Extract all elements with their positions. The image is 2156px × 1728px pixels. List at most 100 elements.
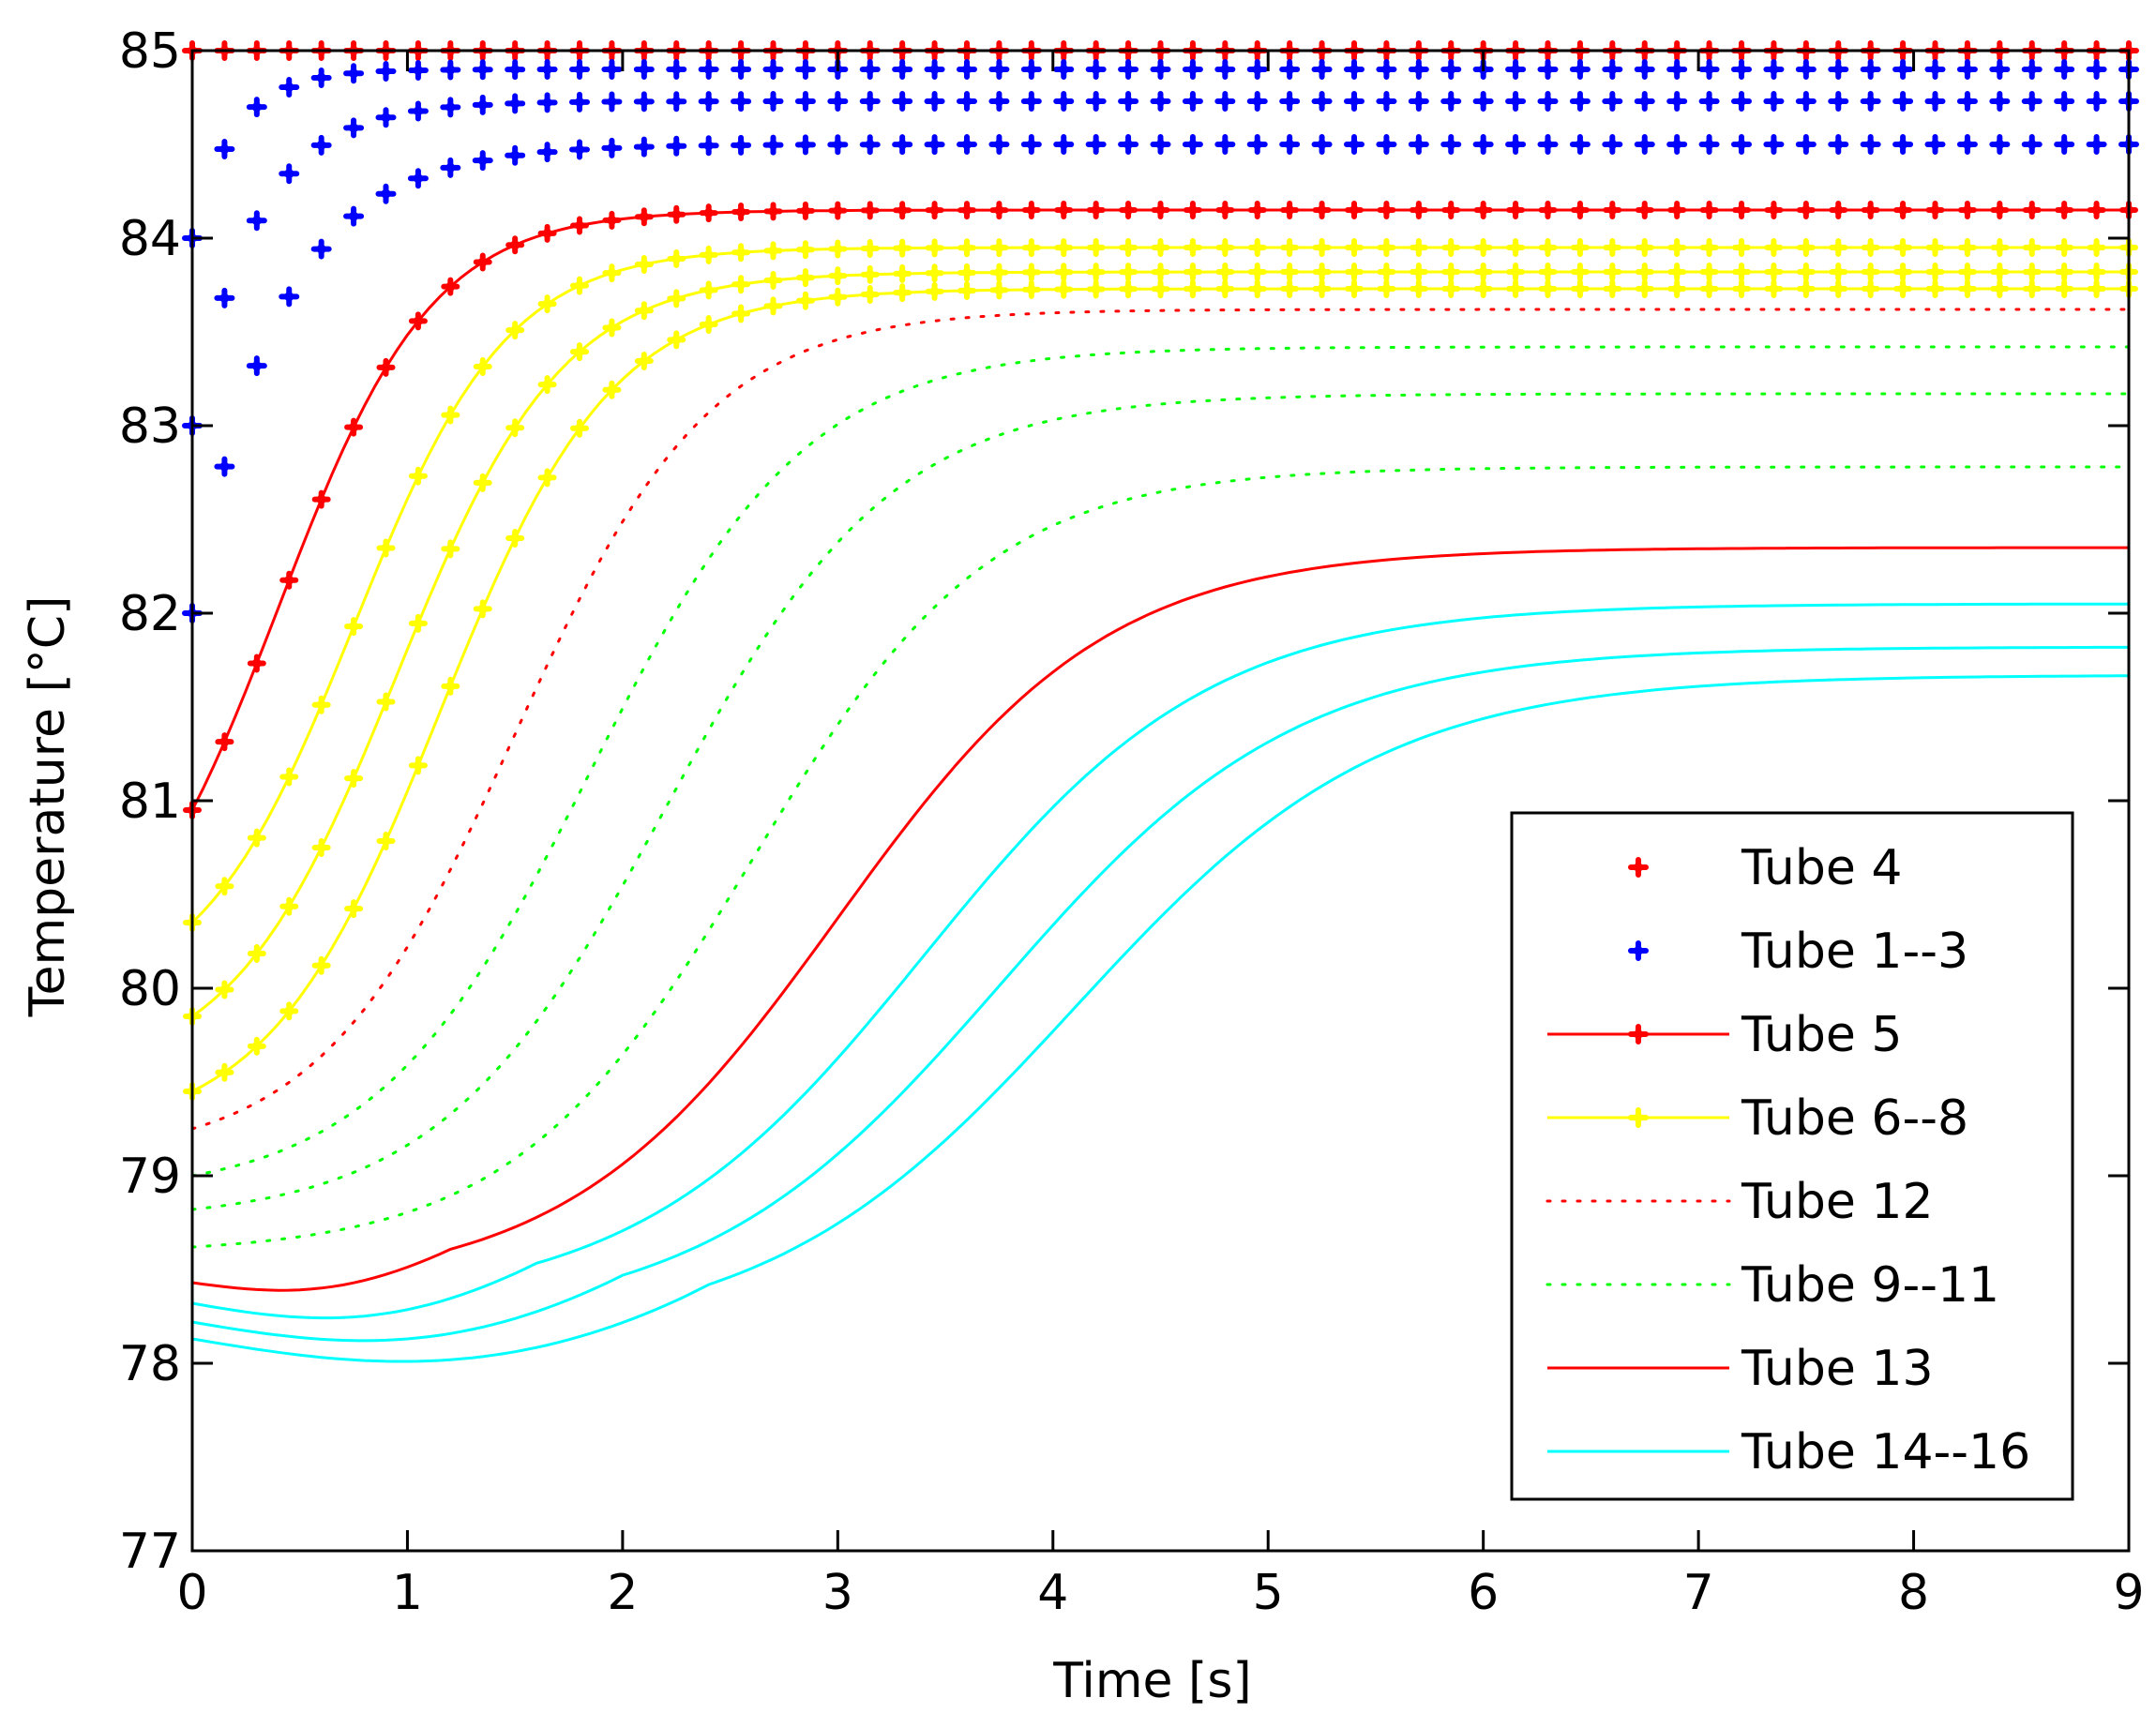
- data-marker-dot: [929, 243, 940, 253]
- x-axis-ticks: 0 1 2 3 4 5 6 7 8 9: [176, 51, 2145, 1621]
- data-marker-dot: [1704, 284, 1714, 294]
- data-marker-dot: [833, 205, 843, 216]
- data-marker-dot: [1543, 140, 1553, 150]
- data-marker-dot: [1672, 65, 1682, 74]
- data-marker-dot: [1511, 267, 1521, 278]
- data-marker-dot: [413, 65, 423, 75]
- data-marker-dot: [1930, 97, 1940, 106]
- data-marker-dot: [1607, 267, 1618, 278]
- data-marker-dot: [1317, 140, 1327, 150]
- data-marker-dot: [1962, 267, 1972, 277]
- data-marker-dot: [994, 65, 1004, 74]
- data-marker-dot: [1446, 243, 1456, 253]
- data-marker-dot: [1026, 284, 1036, 294]
- legend-item: Tube 9--11: [1545, 1257, 1999, 1314]
- data-marker-dot: [1026, 97, 1036, 107]
- data-marker-dot: [768, 206, 778, 217]
- data-marker-dot: [800, 273, 810, 283]
- data-marker-dot: [316, 960, 326, 970]
- data-marker-dot: [316, 494, 326, 504]
- data-marker-dot: [1930, 65, 1940, 74]
- data-marker-dot: [703, 285, 714, 295]
- data-marker-dot: [833, 140, 843, 150]
- data-marker-dot: [1381, 140, 1392, 150]
- data-marker-dot: [1995, 97, 2005, 106]
- data-marker-dot: [671, 335, 682, 345]
- data-marker-dot: [2059, 243, 2070, 252]
- data-marker-dot: [1898, 243, 1908, 252]
- data-marker-dot: [929, 140, 940, 150]
- data-marker-dot: [800, 205, 810, 216]
- data-marker-dot: [1737, 97, 1746, 106]
- data-marker-dot: [736, 207, 746, 218]
- data-marker-dot: [1833, 97, 1844, 106]
- data-marker-dot: [1317, 243, 1327, 253]
- data-marker-dot: [413, 471, 423, 481]
- data-marker-dot: [671, 209, 682, 219]
- data-marker-dot: [1634, 863, 1643, 872]
- data-marker-dot: [1543, 267, 1553, 278]
- data-marker-dot: [1026, 205, 1036, 216]
- data-marker-dot: [1898, 205, 1908, 215]
- data-marker-dot: [1317, 205, 1327, 216]
- data-marker-dot: [445, 544, 456, 554]
- data-marker-dot: [1478, 140, 1488, 150]
- data-marker-dot: [1123, 284, 1134, 294]
- data-marker-dot: [1672, 140, 1682, 150]
- data-marker-dot: [1801, 243, 1811, 252]
- data-marker-dot: [413, 760, 423, 771]
- series-curve: [190, 465, 2131, 1249]
- data-marker-dot: [1349, 243, 1359, 253]
- data-marker-dot: [1898, 267, 1908, 277]
- data-marker-dot: [1575, 243, 1585, 253]
- data-marker-dot: [1252, 205, 1262, 216]
- data-marker-dot: [1962, 284, 1972, 294]
- data-marker-dot: [2059, 267, 2070, 277]
- series-line: [191, 674, 2130, 1363]
- data-marker-dot: [2059, 284, 2070, 293]
- data-marker-dot: [349, 123, 359, 133]
- data-marker-dot: [1995, 205, 2005, 215]
- data-marker-dot: [219, 881, 230, 892]
- data-marker-dot: [1091, 97, 1101, 107]
- data-marker-dot: [2027, 97, 2037, 106]
- data-marker-dot: [1220, 284, 1230, 294]
- legend-label: Tube 14--16: [1741, 1424, 2030, 1480]
- data-marker-dot: [1930, 205, 1940, 215]
- data-marker-dot: [413, 618, 423, 628]
- data-marker-dot: [1155, 65, 1166, 74]
- x-tick-label: 4: [1037, 1565, 1068, 1621]
- data-marker-dot: [994, 267, 1004, 278]
- data-marker-dot: [736, 248, 746, 258]
- data-marker-dot: [1252, 267, 1262, 278]
- data-marker-dot: [1737, 267, 1746, 278]
- data-marker-dot: [1285, 65, 1295, 74]
- data-marker-dot: [1575, 97, 1585, 106]
- x-axis-label: Time [s]: [1052, 1653, 1251, 1709]
- data-marker-dot: [1413, 267, 1424, 278]
- data-marker-dot: [1446, 97, 1456, 106]
- data-marker-dot: [768, 97, 778, 107]
- data-marker-dot: [897, 243, 908, 253]
- data-marker-dot: [929, 286, 940, 296]
- data-marker-dot: [219, 293, 230, 303]
- data-marker-dot: [1511, 205, 1521, 216]
- y-tick-label: 81: [119, 774, 181, 830]
- data-marker-dot: [1220, 65, 1230, 74]
- data-marker-dot: [1575, 140, 1585, 150]
- data-marker-dot: [575, 97, 584, 107]
- data-marker-dot: [445, 410, 456, 420]
- data-marker-dot: [736, 97, 746, 107]
- series-curve: [190, 392, 2131, 1211]
- legend-label: Tube 5: [1741, 1007, 1902, 1063]
- series-curve: [182, 59, 2139, 248]
- data-marker-dot: [2059, 205, 2070, 215]
- data-marker-dot: [671, 97, 682, 107]
- data-marker-dot: [1639, 65, 1650, 74]
- legend-label: Tube 12: [1741, 1174, 1934, 1230]
- series-line: [191, 602, 2129, 1320]
- data-marker-dot: [639, 142, 649, 152]
- data-marker-dot: [1930, 243, 1940, 252]
- data-marker-dot: [1769, 205, 1779, 215]
- data-marker-dot: [219, 737, 230, 747]
